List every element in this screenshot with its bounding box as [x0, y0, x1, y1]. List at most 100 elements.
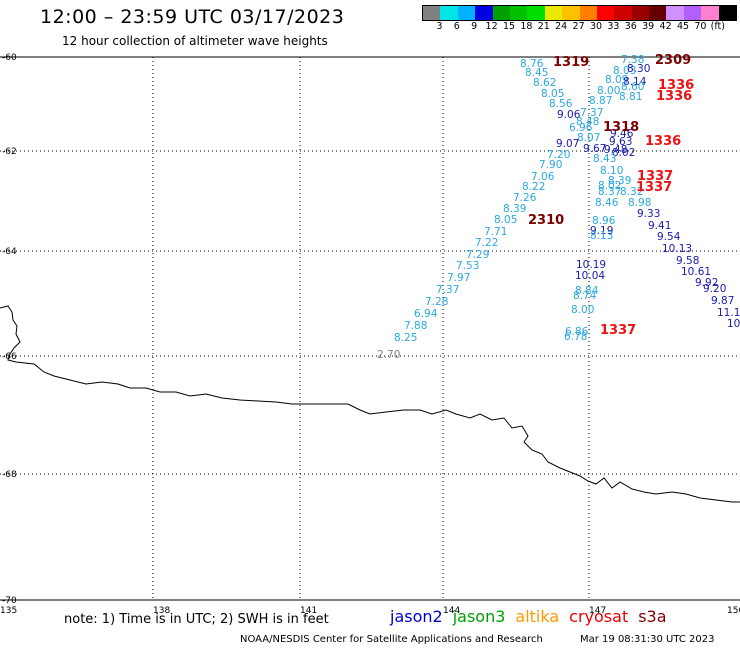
- map-frame: [0, 56, 740, 601]
- satellite-legend-item: altika: [515, 607, 560, 626]
- wave-height-value: 8.25: [394, 332, 417, 344]
- wave-height-value: 8.07: [577, 132, 600, 144]
- colorbar-swatch: [631, 6, 650, 20]
- wave-height-value: 8.60: [621, 81, 644, 93]
- wave-height-value: 9.92: [695, 277, 718, 289]
- wave-height-value: 6.78: [564, 331, 587, 343]
- satellite-legend: jason2 jason3 altika cryosat s3a: [390, 607, 677, 626]
- colorbar-swatch: [718, 6, 737, 20]
- wave-height-value: 2.70: [377, 349, 400, 361]
- wave-height-value: 8.81: [619, 91, 642, 103]
- colorbar-label: 12: [485, 21, 498, 32]
- satellite-legend-item: jason2: [390, 607, 443, 626]
- satellite-legend-item: cryosat: [569, 607, 629, 626]
- wave-height-value: 9.48: [604, 144, 627, 156]
- wave-height-value: 8.46: [595, 197, 619, 209]
- wave-height-value: 6.94: [414, 308, 438, 320]
- wave-height-value: 8.05: [494, 214, 517, 226]
- colorbar-label: 70: [694, 21, 707, 32]
- colorbar-label: 33: [607, 21, 620, 32]
- latitude-tick-label: -68: [2, 470, 17, 480]
- wave-height-value: 9.54: [657, 231, 681, 243]
- wave-height-value: 8.37: [598, 186, 621, 198]
- colorbar-swatch: [527, 6, 545, 20]
- wave-height-colorbar: [422, 5, 738, 21]
- wave-height-value: 8.74: [573, 290, 597, 302]
- wave-height-value: 8.03: [613, 65, 636, 77]
- wave-height-value: 7.06: [531, 171, 555, 183]
- colorbar-swatch: [649, 6, 667, 20]
- wave-height-value: 8.32: [620, 186, 643, 198]
- wave-height-value: 8.39: [608, 175, 631, 187]
- wave-height-value: 7.38: [621, 54, 644, 66]
- footer-credit: NOAA/NESDIS Center for Satellite Applica…: [240, 634, 543, 645]
- satellite-legend-item: s3a: [638, 607, 667, 626]
- latitude-tick-label: -70: [2, 596, 17, 606]
- colorbar-label: 21: [537, 21, 550, 32]
- wave-height-value: 9.20: [703, 283, 726, 295]
- chart-subtitle: 12 hour collection of altimeter wave hei…: [62, 34, 328, 48]
- wave-height-value: 8.05: [541, 88, 564, 100]
- pass-time-label: 1336: [656, 89, 692, 104]
- wave-height-value: 7.26: [513, 192, 537, 204]
- pass-time-label: 1337: [636, 180, 672, 195]
- pass-time-label: 2310: [528, 213, 564, 228]
- chart-title: 12:00 – 23:59 UTC 03/17/2023: [40, 6, 345, 28]
- wave-height-value: 8.00: [571, 304, 594, 316]
- wave-height-value: 6.96: [569, 122, 593, 134]
- latitude-tick-label: -64: [2, 247, 17, 257]
- footer-timestamp: Mar 19 08:31:30 UTC 2023: [580, 634, 715, 645]
- colorbar-swatch: [423, 6, 441, 20]
- wave-height-value: 8.13: [590, 230, 613, 242]
- wave-height-value: 9.19: [590, 225, 613, 237]
- wave-height-value: 9.58: [676, 255, 699, 267]
- wave-height-value: 7.37: [436, 284, 459, 296]
- colorbar-labels: 3 6 9 12 15 18 21 24 27 30 33 36 39 42 45 70 (ft): [422, 21, 729, 33]
- colorbar-swatch: [562, 6, 580, 20]
- wave-height-value: 7.29: [466, 249, 489, 261]
- colorbar-swatch: [492, 6, 510, 20]
- wave-height-value: 10.13: [662, 243, 692, 255]
- longitude-tick-label: 141: [300, 606, 317, 616]
- longitude-tick-label: 147: [589, 606, 606, 616]
- wave-height-value: 8.22: [522, 181, 545, 193]
- wave-height-value: 9.87: [711, 295, 734, 307]
- wave-height-value: 8.10: [600, 165, 623, 177]
- colorbar-label: 39: [642, 21, 655, 32]
- pass-time-label: 1337: [600, 323, 636, 338]
- wave-height-value: 8.84: [575, 285, 599, 297]
- wave-height-value: 10.19: [576, 259, 606, 271]
- colorbar-swatch: [683, 6, 702, 20]
- wave-height-value: 8.56: [549, 98, 573, 110]
- colorbar-label: 18: [520, 21, 533, 32]
- wave-height-value: 9.06: [557, 109, 581, 121]
- wave-height-value: 10.04: [575, 270, 605, 282]
- wave-height-value: 10.61: [681, 266, 711, 278]
- wave-height-value: 8.39: [503, 203, 526, 215]
- wave-height-value: 8.43: [593, 153, 616, 165]
- colorbar-label: 15: [502, 21, 516, 32]
- antarctic-coastline: [0, 305, 740, 503]
- colorbar-swatch: [440, 6, 458, 20]
- wave-height-value: 6.86: [565, 326, 589, 338]
- wave-height-value: 8.76: [520, 58, 544, 70]
- longitude-tick-label: 150: [727, 606, 740, 616]
- colorbar-swatch: [666, 6, 684, 20]
- wave-height-value: 7.97: [447, 272, 470, 284]
- wave-height-value: 7.20: [547, 149, 570, 161]
- colorbar-label: 24: [555, 21, 568, 32]
- wave-height-value: 8.02: [598, 180, 621, 192]
- pass-time-label: 1318: [603, 120, 639, 135]
- latitude-tick-label: -60: [2, 53, 17, 63]
- longitude-tick-label: 135: [0, 606, 17, 616]
- wave-height-labels: 8.768.458.628.058.569.06 7.378.488.876.96…: [377, 54, 740, 361]
- wave-height-value: 8.87: [589, 95, 612, 107]
- wave-height-value: 7.88: [404, 320, 427, 332]
- colorbar-swatch: [614, 6, 632, 20]
- wave-height-value: 8.48: [576, 116, 599, 128]
- colorbar-swatch: [544, 6, 563, 20]
- colorbar-swatch: [701, 6, 719, 20]
- satellite-legend-item: jason3: [452, 607, 506, 626]
